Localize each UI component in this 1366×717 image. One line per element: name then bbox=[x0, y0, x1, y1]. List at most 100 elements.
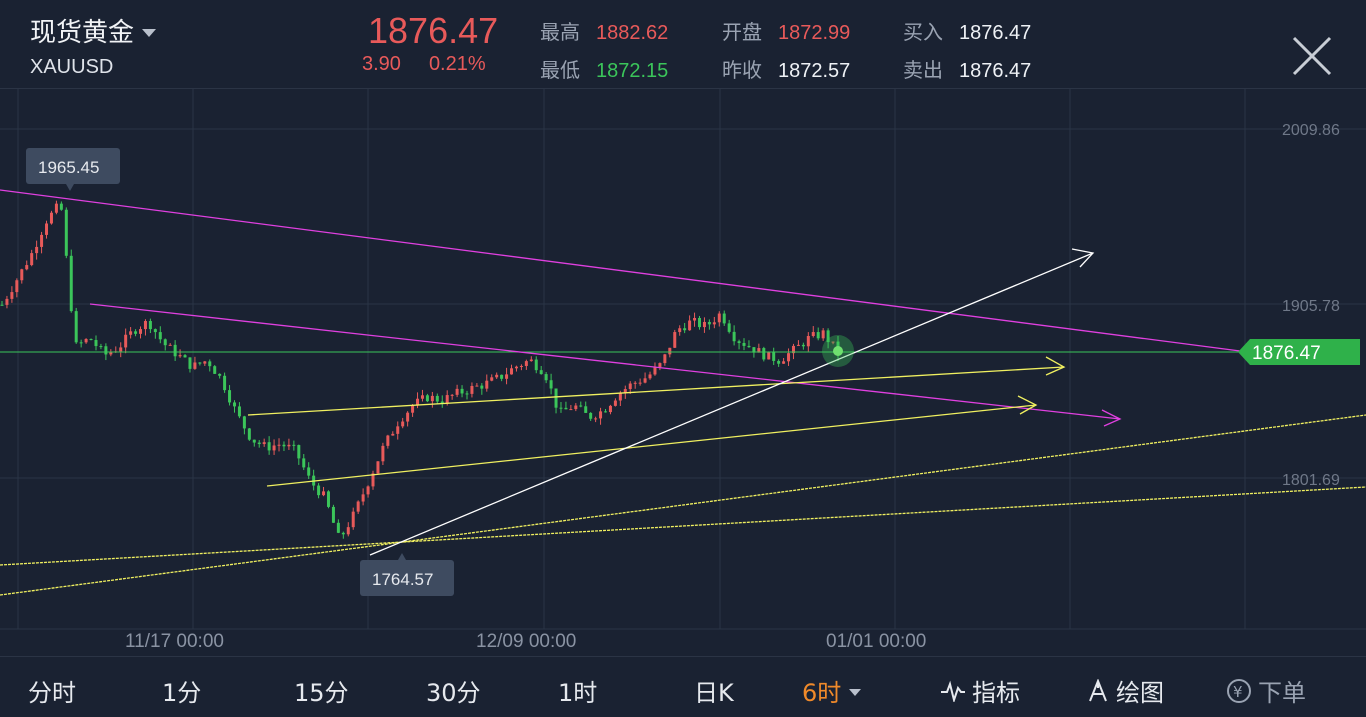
candle-body bbox=[480, 385, 484, 389]
candle-body bbox=[361, 494, 365, 502]
candle-body bbox=[391, 433, 395, 436]
sell-label: 卖出 bbox=[903, 58, 943, 82]
order-button[interactable]: ¥ 下单 bbox=[1226, 673, 1306, 710]
open-value: 1872.99 bbox=[778, 22, 851, 44]
draw-button[interactable]: 绘图 bbox=[1086, 673, 1164, 709]
candle-body bbox=[693, 317, 697, 321]
candle-body bbox=[317, 485, 321, 496]
buy-value: 1876.47 bbox=[959, 22, 1032, 44]
pen-icon bbox=[1086, 678, 1110, 709]
y-axis-label: 2009.86 bbox=[1282, 122, 1340, 139]
candle-body bbox=[208, 361, 212, 367]
last-price-dot bbox=[833, 346, 843, 356]
candle-body bbox=[198, 362, 202, 364]
price-chart[interactable]: 2009.86 1905.78 1801.69 1876.47 1965.45 … bbox=[0, 89, 1366, 715]
candle-body bbox=[450, 394, 454, 396]
tab-15min[interactable]: 15分 bbox=[294, 679, 349, 707]
candle-body bbox=[752, 347, 756, 353]
candle-body bbox=[787, 353, 791, 362]
close-button[interactable] bbox=[1290, 34, 1334, 78]
candle-body bbox=[129, 331, 133, 335]
price-change: 3.90 0.21% bbox=[362, 53, 514, 76]
candle-body bbox=[831, 341, 835, 343]
candle-body bbox=[252, 439, 256, 443]
last-price: 1876.47 bbox=[368, 10, 499, 51]
stat-high: 最高 1882.62 bbox=[540, 16, 668, 45]
candle-body bbox=[801, 344, 805, 347]
candle-body bbox=[519, 365, 523, 367]
tab-timeshare[interactable]: 分时 bbox=[28, 679, 76, 707]
candle-body bbox=[203, 361, 207, 364]
candle-body bbox=[658, 363, 662, 368]
candle-body bbox=[411, 405, 415, 413]
stat-sell: 卖出 1876.47 bbox=[903, 54, 1031, 83]
candle-body bbox=[643, 378, 647, 383]
candle-body bbox=[79, 342, 83, 344]
candle-body bbox=[262, 442, 266, 445]
instrument-selector[interactable]: 现货黄金 bbox=[30, 12, 157, 49]
candle-body bbox=[59, 203, 63, 210]
indicator-button[interactable]: 指标 bbox=[940, 673, 1020, 708]
candle-body bbox=[569, 409, 573, 411]
high-marker-text: 1965.45 bbox=[38, 158, 99, 177]
candle-body bbox=[648, 374, 652, 379]
instrument-title: 现货黄金 bbox=[30, 18, 135, 48]
candle-body bbox=[628, 383, 632, 390]
candle-body bbox=[777, 360, 781, 364]
candle-body bbox=[594, 418, 598, 420]
prev-close-value: 1872.57 bbox=[778, 60, 851, 82]
x-axis-label: 01/01 00:00 bbox=[826, 631, 926, 652]
candle-body bbox=[188, 357, 192, 369]
candle-body bbox=[742, 342, 746, 346]
chart-grid bbox=[0, 89, 1366, 630]
candle-body bbox=[811, 332, 815, 337]
candle-body bbox=[425, 395, 429, 402]
tab-6hour-label: 6时 bbox=[802, 679, 842, 707]
candle-body bbox=[153, 329, 157, 333]
candle-body bbox=[816, 332, 820, 339]
candle-body bbox=[470, 385, 474, 394]
trendline-yellow-1 bbox=[247, 366, 1065, 416]
low-marker-text: 1764.57 bbox=[372, 570, 433, 589]
candle-body bbox=[84, 339, 88, 343]
candle-body bbox=[782, 361, 786, 364]
tab-1min[interactable]: 1分 bbox=[162, 679, 202, 707]
candle-body bbox=[544, 374, 548, 381]
candle-body bbox=[697, 317, 701, 328]
candle-body bbox=[10, 292, 14, 299]
candle-body bbox=[173, 344, 177, 357]
stat-open: 开盘 1872.99 bbox=[722, 16, 850, 45]
candle-body bbox=[623, 389, 627, 393]
tab-1hour[interactable]: 1时 bbox=[558, 679, 598, 707]
indicator-label: 指标 bbox=[972, 679, 1020, 707]
y-axis-label: 1801.69 bbox=[1282, 472, 1340, 489]
chart-canvas[interactable]: 2009.86 1905.78 1801.69 1876.47 1965.45 … bbox=[0, 89, 1366, 654]
low-value: 1872.15 bbox=[596, 60, 669, 82]
candle-body bbox=[445, 395, 449, 404]
candle-body bbox=[529, 359, 533, 362]
candle-body bbox=[653, 367, 657, 375]
candle-body bbox=[40, 234, 44, 247]
candle-body bbox=[242, 416, 246, 429]
candle-body bbox=[747, 345, 751, 348]
order-label: 下单 bbox=[1258, 679, 1306, 707]
candle-body bbox=[579, 405, 583, 407]
candle-body bbox=[772, 351, 776, 361]
candle-body bbox=[45, 223, 49, 235]
current-price-tag-text: 1876.47 bbox=[1252, 343, 1321, 364]
tab-6hour[interactable]: 6时 bbox=[802, 673, 862, 708]
tab-daily[interactable]: 日K bbox=[694, 679, 734, 707]
arrowhead-white bbox=[1071, 248, 1095, 268]
candle-body bbox=[223, 375, 227, 391]
candle-body bbox=[406, 412, 410, 422]
candle-body bbox=[0, 304, 4, 306]
candle-body bbox=[673, 332, 677, 348]
tab-30min[interactable]: 30分 bbox=[426, 679, 481, 707]
change-percent: 0.21% bbox=[428, 53, 486, 75]
candle-body bbox=[282, 444, 286, 447]
candle-body bbox=[534, 359, 538, 371]
trendline-white bbox=[369, 252, 1094, 556]
candle-body bbox=[158, 332, 162, 340]
candle-body bbox=[346, 527, 350, 535]
candle-body bbox=[183, 355, 187, 358]
